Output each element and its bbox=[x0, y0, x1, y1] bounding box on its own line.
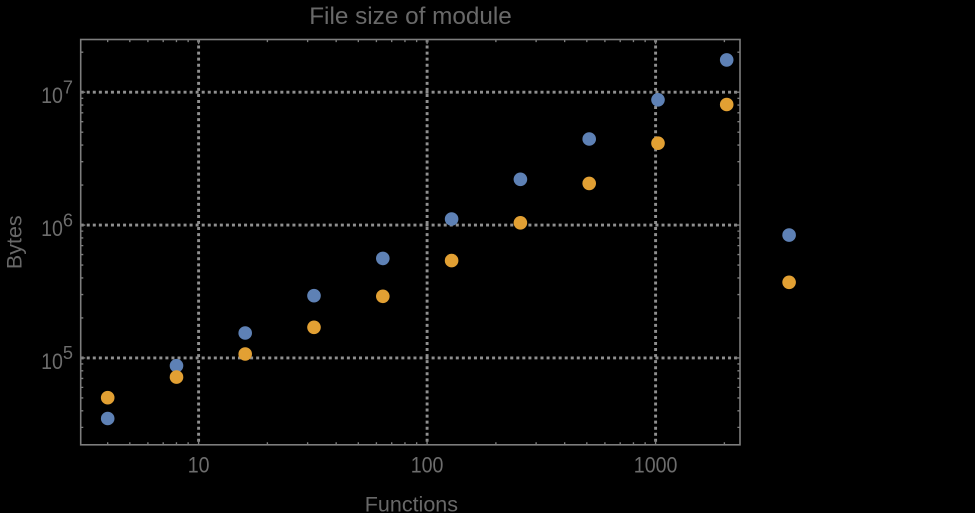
scatter-point-series-1-blue bbox=[719, 53, 734, 67]
scatter-point-series-2-orange bbox=[169, 370, 184, 384]
scatter-point-series-1-blue bbox=[513, 172, 528, 187]
scatter-point-series-2-orange bbox=[307, 320, 321, 335]
scatter-point-series-2-orange bbox=[582, 176, 596, 191]
y-tick-label: 107 bbox=[41, 78, 73, 109]
data-points bbox=[100, 53, 796, 426]
gridlines bbox=[80, 39, 740, 445]
scatter-point-series-2-orange bbox=[376, 289, 390, 304]
scatter-point-series-2-orange bbox=[782, 275, 796, 290]
tick-labels: 10 100 1000 105 106 107 bbox=[41, 78, 677, 478]
tick-marks bbox=[80, 39, 740, 445]
scatter-point-series-2-orange bbox=[100, 390, 115, 405]
scatter-point-series-1-blue bbox=[100, 411, 115, 426]
tick-marks-path bbox=[80, 39, 740, 445]
y-tick-label: 106 bbox=[41, 210, 73, 241]
x-tick-label: 10 bbox=[188, 452, 210, 477]
scatter-point-series-1-blue bbox=[376, 251, 390, 266]
x-tick-label: 100 bbox=[411, 452, 444, 477]
x-tick-label: 1000 bbox=[634, 452, 678, 477]
scatter-point-series-1-blue bbox=[651, 93, 665, 107]
plot-frame bbox=[79, 38, 741, 446]
scatter-point-series-2-orange bbox=[238, 347, 252, 361]
scatter-point-series-2-orange bbox=[719, 97, 734, 112]
scatter-point-series-1-blue bbox=[782, 228, 796, 242]
scatter-point-series-1-blue bbox=[169, 358, 184, 373]
scatter-point-series-2-orange bbox=[513, 216, 528, 230]
scatter-point-series-1-blue bbox=[582, 132, 596, 146]
scatter-point-series-2-orange bbox=[651, 136, 665, 150]
scatter-point-series-1-blue bbox=[307, 288, 321, 303]
scatter-point-series-1-blue bbox=[238, 326, 252, 340]
scatter-point-series-1-blue bbox=[444, 212, 459, 226]
y-tick-label: 105 bbox=[41, 343, 73, 374]
frame-rect bbox=[79, 38, 741, 446]
x-axis-label: Functions bbox=[365, 493, 458, 513]
scatter-point-series-2-orange bbox=[444, 253, 459, 268]
chart-title: File size of module bbox=[309, 3, 512, 30]
y-axis-label: Bytes bbox=[3, 215, 27, 269]
